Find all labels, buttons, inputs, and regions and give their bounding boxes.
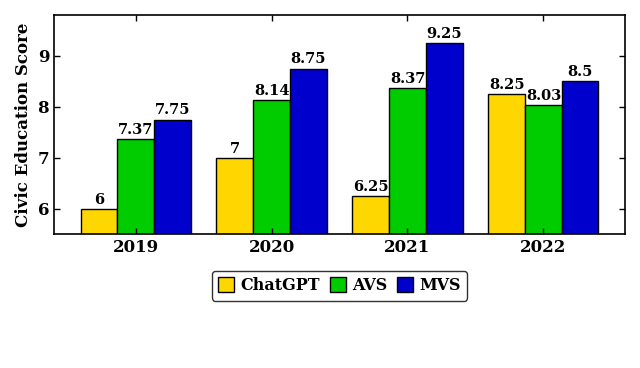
Text: 7.37: 7.37 [118,123,154,137]
Bar [562,81,598,368]
Bar [426,43,463,368]
Bar [525,105,562,368]
Legend: ChatGPT, AVS, MVS: ChatGPT, AVS, MVS [212,271,467,301]
Text: 8.03: 8.03 [526,89,561,103]
Text: 8.75: 8.75 [291,53,326,67]
Text: 8.14: 8.14 [254,84,289,98]
Bar [290,68,326,368]
Y-axis label: Civic Education Score: Civic Education Score [15,22,32,227]
Text: 7: 7 [230,142,240,156]
Text: 8.5: 8.5 [568,65,593,79]
Bar [216,158,253,368]
Text: 8.25: 8.25 [489,78,525,92]
Text: 8.37: 8.37 [390,72,425,86]
Bar [154,120,191,368]
Bar [488,94,525,368]
Text: 7.75: 7.75 [155,103,190,117]
Text: 9.25: 9.25 [426,27,462,41]
Bar [81,209,117,368]
Bar [117,139,154,368]
Bar [253,100,290,368]
Bar [353,196,389,368]
Text: 6: 6 [94,193,104,207]
Text: 6.25: 6.25 [353,180,388,194]
Bar [389,88,426,368]
